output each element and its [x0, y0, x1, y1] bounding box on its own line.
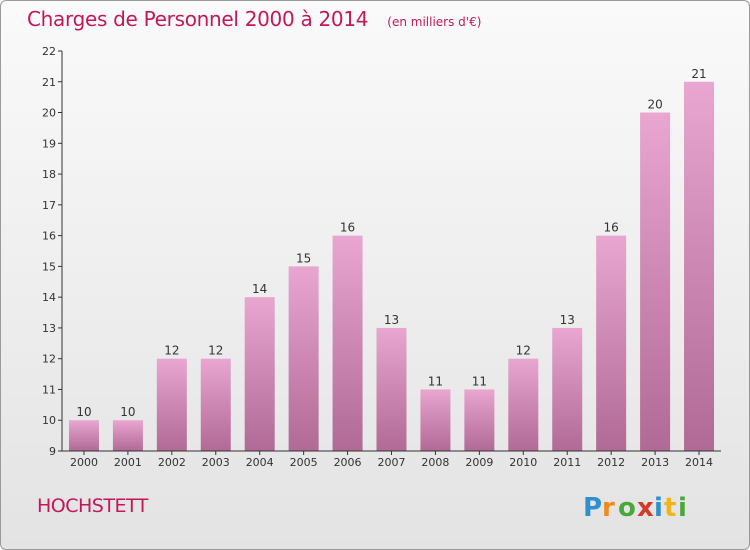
x-tick-label: 2005 — [290, 456, 318, 469]
y-tick-label: 11 — [42, 383, 56, 396]
x-tick-label: 2006 — [334, 456, 362, 469]
y-tick-label: 22 — [42, 45, 56, 58]
x-tick-label: 2008 — [421, 456, 449, 469]
proxiti-logo: P r o x i t i — [583, 493, 687, 523]
bar-2013 — [640, 112, 671, 452]
bar-2000 — [68, 420, 99, 451]
data-label: 20 — [647, 98, 662, 112]
data-label: 10 — [120, 405, 135, 419]
svg-text:o: o — [618, 493, 636, 523]
bar-2002 — [156, 358, 187, 451]
chart-axes: 9 10 11 12 13 14 15 16 17 18 19 20 21 22 2000 2001 2002 2… — [42, 45, 721, 469]
y-tick-label: 9 — [49, 445, 56, 458]
y-tick-label: 21 — [42, 76, 56, 89]
x-tick-label: 2003 — [202, 456, 230, 469]
bar-2014 — [684, 81, 715, 452]
svg-text:P: P — [583, 493, 602, 523]
bar-2001 — [112, 420, 143, 451]
x-tick-label: 2009 — [465, 456, 493, 469]
x-tick-label: 2011 — [553, 456, 581, 469]
y-tick-label: 19 — [42, 137, 56, 150]
title-row: Charges de Personnel 2000 à 2014 (en mil… — [27, 7, 481, 31]
data-label: 12 — [164, 344, 179, 358]
svg-text:t: t — [664, 493, 676, 523]
y-tick-label: 12 — [42, 353, 56, 366]
data-label: 16 — [604, 221, 619, 235]
data-label: 11 — [428, 374, 443, 388]
x-tick-label: 2000 — [70, 456, 98, 469]
y-tick-label: 14 — [42, 291, 56, 304]
data-label: 11 — [472, 374, 487, 388]
data-label: 13 — [384, 313, 399, 327]
bar-2008 — [420, 389, 451, 451]
bar-2004 — [244, 297, 275, 451]
y-tick-label: 10 — [42, 414, 56, 427]
data-label: 12 — [208, 344, 223, 358]
y-tick-label: 15 — [42, 260, 56, 273]
data-label: 16 — [340, 221, 355, 235]
y-tick-label: 18 — [42, 168, 56, 181]
x-tick-label: 2012 — [597, 456, 625, 469]
bar-2011 — [552, 327, 583, 451]
x-tick-label: 2001 — [114, 456, 142, 469]
bar-2006 — [332, 235, 363, 451]
x-tick-label: 2010 — [509, 456, 537, 469]
y-tick-label: 17 — [42, 199, 56, 212]
chart-title: Charges de Personnel 2000 à 2014 — [27, 7, 369, 31]
svg-text:i: i — [678, 493, 687, 523]
data-label: 14 — [252, 282, 267, 296]
bar-2003 — [200, 358, 231, 451]
y-tick-label: 16 — [42, 230, 56, 243]
x-tick-label: 2004 — [246, 456, 274, 469]
bar-2012 — [596, 235, 627, 451]
svg-text:x: x — [637, 493, 654, 523]
data-label: 12 — [516, 344, 531, 358]
data-label: 10 — [76, 405, 91, 419]
bar-2007 — [376, 327, 407, 451]
data-label: 13 — [560, 313, 575, 327]
commune-name: HOCHSTETT — [37, 495, 148, 517]
x-tick-label: 2007 — [378, 456, 406, 469]
bar-2010 — [508, 358, 539, 451]
bar-series: 10 10 12 12 14 15 16 13 11 11 12 13 16 20 21 — [68, 67, 715, 452]
svg-text:i: i — [654, 493, 663, 523]
x-tick-label: 2014 — [685, 456, 713, 469]
x-tick-label: 2013 — [641, 456, 669, 469]
bar-2009 — [464, 389, 495, 451]
y-tick-label: 20 — [42, 107, 56, 120]
bar-2005 — [288, 266, 319, 451]
svg-text:r: r — [602, 493, 615, 523]
data-label: 15 — [296, 251, 311, 265]
x-tick-label: 2002 — [158, 456, 186, 469]
chart-subtitle: (en milliers d'€) — [387, 15, 482, 29]
y-tick-label: 13 — [42, 322, 56, 335]
data-label: 21 — [691, 67, 706, 81]
